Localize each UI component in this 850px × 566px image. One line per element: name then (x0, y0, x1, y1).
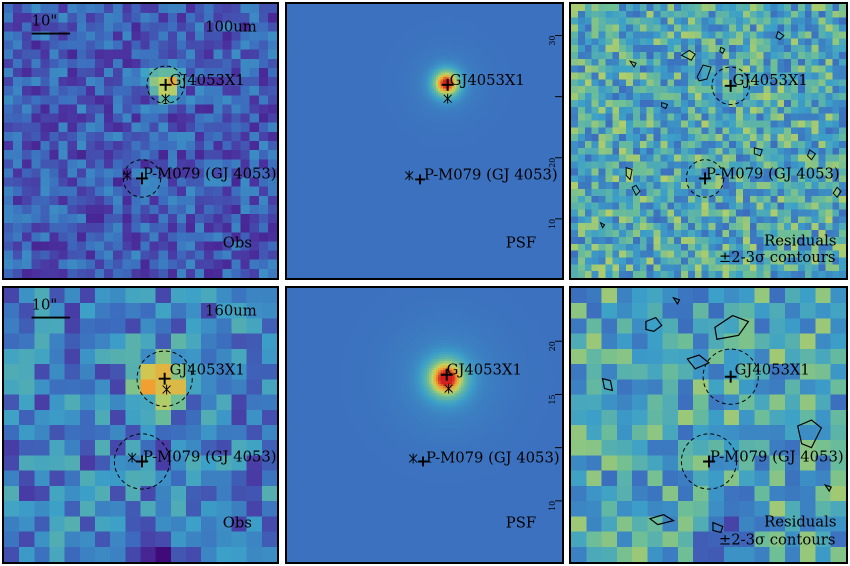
plus-marker (440, 368, 453, 381)
panel-caption: Residuals (764, 514, 836, 531)
panel-160um-residuals: GJ4053X1 P-M079 (GJ 4053) Residuals ±2-3… (569, 286, 848, 564)
source-label-gj4053x1: GJ4053X1 (170, 362, 245, 379)
y-tick-label: 15 (548, 394, 557, 404)
plus-marker (136, 172, 148, 185)
plus-marker (159, 78, 172, 91)
overlay-100um-res: GJ4053X1 P-M079 (GJ 4053) Residuals ±2-3… (599, 30, 842, 266)
panel-100um-residuals: GJ4053X1 P-M079 (GJ 4053) Residuals ±2-3… (569, 2, 848, 280)
y-tick-label: 10 (548, 219, 557, 229)
source-label-pm079: P-M079 (GJ 4053) (143, 165, 277, 182)
psf-image-100um (287, 4, 562, 278)
plus-marker (158, 372, 171, 385)
plus-marker (441, 78, 454, 91)
asterisk-marker (161, 93, 170, 104)
plus-marker (724, 370, 737, 383)
axis-ticks (555, 340, 562, 502)
plus-marker (703, 455, 715, 468)
asterisk-marker (408, 453, 418, 464)
scale-bar-label: 10" (32, 297, 58, 314)
y-tick-label: 20 (548, 341, 557, 351)
panel-100um-obs: 10" 100um GJ4053X1 P-M079 (GJ 4053) Obs (2, 2, 279, 280)
source-label-gj4053x1: GJ4053X1 (733, 72, 808, 89)
axis-ticks (555, 35, 562, 220)
source-label-gj4053x1: GJ4053X1 (450, 72, 525, 89)
panel-caption: Obs (223, 514, 252, 531)
panel-100um-psf: 30 20 10 GJ4053X1 P-M079 (GJ 4053) PSF (285, 2, 564, 280)
panel-caption: PSF (506, 234, 536, 251)
asterisk-marker (404, 170, 414, 181)
scale-bar-label: 10" (32, 13, 58, 30)
aperture-circle (711, 66, 750, 106)
source-label-gj4053x1: GJ4053X1 (735, 362, 810, 379)
source-label-pm079: P-M079 (GJ 4053) (706, 165, 840, 182)
source-label-gj4053x1: GJ4053X1 (447, 362, 522, 379)
panel-caption-contours: ±2-3σ contours (719, 249, 836, 266)
source-label-pm079: P-M079 (GJ 4053) (710, 448, 844, 465)
y-tick-label: 20 (548, 158, 557, 168)
overlay-100um-obs: 10" 100um GJ4053X1 P-M079 (GJ 4053) Obs (31, 13, 277, 251)
residual-contours (599, 30, 842, 229)
source-label-pm079: P-M079 (GJ 4053) (143, 448, 277, 465)
plus-marker (136, 455, 148, 468)
asterisk-marker (122, 170, 132, 181)
overlay-100um-psf: 30 20 10 GJ4053X1 P-M079 (GJ 4053) PSF (404, 35, 562, 251)
residual-image-100um (571, 4, 846, 278)
overlay-160um-res: GJ4053X1 P-M079 (GJ 4053) Residuals ±2-3… (601, 296, 844, 548)
panel-160um-obs: 10" 160um GJ4053X1 P-M079 (GJ 4053) Obs (2, 286, 279, 564)
y-tick-label: 30 (548, 36, 557, 46)
aperture-circle (702, 348, 759, 405)
aperture-circle (680, 433, 738, 490)
aperture-circle (122, 159, 162, 198)
asterisk-marker (127, 452, 137, 463)
source-label-gj4053x1: GJ4053X1 (170, 72, 245, 89)
panel-caption: Residuals (764, 232, 836, 249)
panel-caption: PSF (506, 515, 536, 532)
panel-160um-psf: 20 15 10 GJ4053X1 P-M079 (GJ 4053) PSF (285, 286, 564, 564)
obs-image-160um (4, 288, 277, 562)
band-label: 100um (205, 19, 257, 36)
plus-marker (418, 456, 428, 467)
asterisk-marker (162, 384, 171, 395)
plus-marker (415, 174, 425, 185)
overlay-160um-psf: 20 15 10 GJ4053X1 P-M079 (GJ 4053) PSF (408, 340, 562, 532)
panel-caption-contours: ±2-3σ contours (719, 531, 836, 548)
asterisk-marker (443, 93, 452, 104)
aperture-circle (685, 159, 725, 198)
source-label-pm079: P-M079 (GJ 4053) (426, 449, 560, 466)
plus-marker (699, 172, 711, 185)
y-tick-label: 10 (548, 501, 557, 511)
source-label-pm079: P-M079 (GJ 4053) (424, 166, 558, 183)
plus-marker (724, 79, 737, 92)
residual-contours (601, 296, 833, 534)
panel-caption: Obs (223, 234, 252, 251)
obs-image-100um (4, 4, 277, 278)
psf-image-160um (287, 288, 562, 562)
band-label: 160um (205, 303, 257, 320)
aperture-circle (113, 433, 171, 490)
asterisk-marker (444, 383, 453, 394)
overlay-160um-obs: 10" 160um GJ4053X1 P-M079 (GJ 4053) Obs (31, 297, 277, 531)
aperture-circle (136, 350, 193, 407)
